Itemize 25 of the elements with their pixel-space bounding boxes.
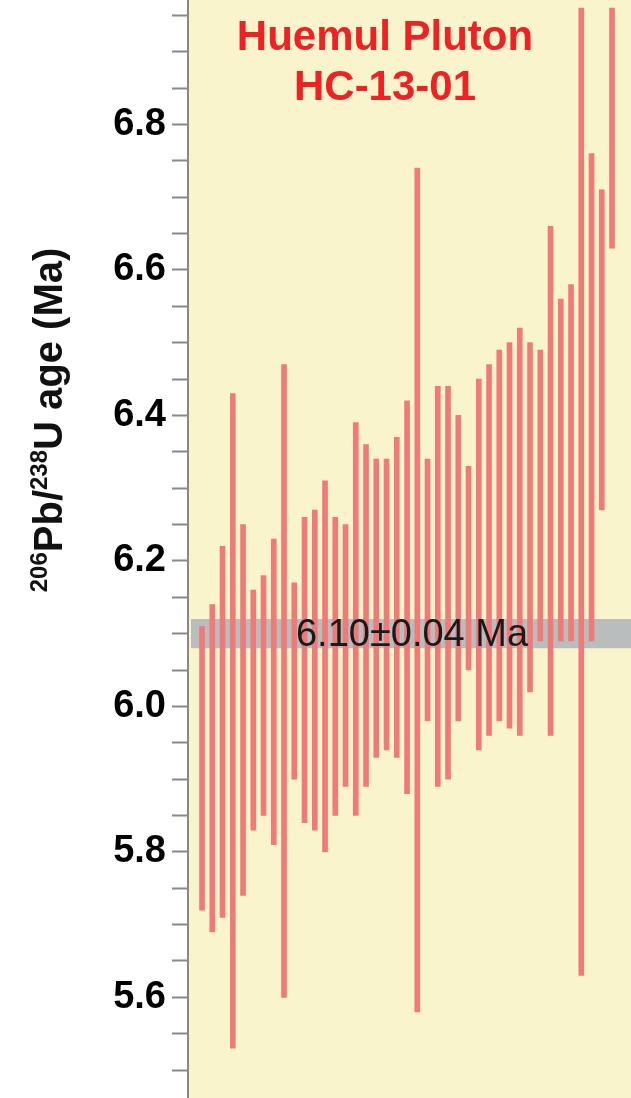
y-tick-label: 5.8 (113, 828, 166, 871)
y-tick-label: 6.4 (113, 391, 166, 434)
bar (291, 582, 298, 780)
y-tick-label: 6.2 (113, 537, 166, 580)
y-tick-label: 6.6 (113, 246, 166, 289)
y-tick-label: 5.6 (113, 973, 166, 1016)
bar (250, 589, 257, 831)
bar (209, 604, 216, 933)
bar (568, 284, 574, 642)
bar (240, 524, 246, 896)
bar (527, 342, 533, 693)
y-tick-label: 6.8 (113, 100, 166, 143)
text: Huemul Pluton HC-13-01 (236, 12, 534, 109)
bar (609, 7, 615, 249)
bar (199, 626, 205, 911)
y-axis-title: 206Pb/238U age (Ma) (24, 247, 70, 593)
y-tick-label: 6.0 (113, 682, 166, 725)
bar (270, 538, 277, 845)
bar (578, 7, 585, 976)
bar (281, 364, 287, 998)
bar (229, 393, 236, 1049)
bar (537, 349, 544, 642)
band-label: 6.10±0.04 Ma (295, 612, 529, 655)
bar (557, 298, 564, 642)
bar (598, 189, 605, 511)
